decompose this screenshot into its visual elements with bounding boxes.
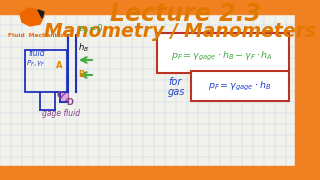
Text: $h_B$: $h_B$ <box>78 41 89 53</box>
Text: D: D <box>66 98 73 107</box>
Bar <box>295 0 320 180</box>
Bar <box>60 92 68 102</box>
Polygon shape <box>20 8 44 26</box>
Bar <box>60 92 68 102</box>
Text: Fluid  Mechanics: Fluid Mechanics <box>8 33 64 38</box>
Text: Manometry / Manometers: Manometry / Manometers <box>44 22 316 41</box>
Text: C: C <box>57 91 63 100</box>
Text: $p_F = \gamma_{gage} \cdot h_B - \gamma_F \cdot h_A$: $p_F = \gamma_{gage} \cdot h_B - \gamma_… <box>171 50 273 63</box>
Text: Lecture 2.3: Lecture 2.3 <box>109 2 260 26</box>
Bar <box>0 166 320 180</box>
FancyBboxPatch shape <box>191 71 289 101</box>
Text: B: B <box>78 70 84 79</box>
Polygon shape <box>38 10 44 18</box>
Text: gage fluid: gage fluid <box>42 109 80 118</box>
Text: $P_F,\gamma_F$: $P_F,\gamma_F$ <box>26 59 46 69</box>
Text: $p_g\!=\!0$: $p_g\!=\!0$ <box>78 23 103 37</box>
Text: A: A <box>56 61 62 70</box>
Bar <box>0 0 320 14</box>
Text: fluid: fluid <box>28 49 44 58</box>
Text: gas: gas <box>168 87 185 97</box>
Text: $p_F = \gamma_{gage} \cdot h_B$: $p_F = \gamma_{gage} \cdot h_B$ <box>208 80 272 93</box>
FancyBboxPatch shape <box>157 33 289 73</box>
Text: for: for <box>168 77 181 87</box>
